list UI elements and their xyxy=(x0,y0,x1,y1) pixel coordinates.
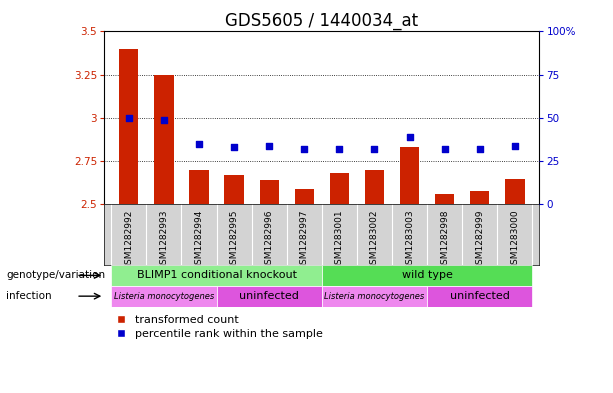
Bar xyxy=(505,178,525,204)
Legend: transformed count, percentile rank within the sample: transformed count, percentile rank withi… xyxy=(110,315,323,338)
Point xyxy=(159,117,169,123)
Bar xyxy=(154,75,173,204)
Text: wild type: wild type xyxy=(402,270,452,280)
Text: GSM1282994: GSM1282994 xyxy=(194,209,204,270)
Text: genotype/variation: genotype/variation xyxy=(6,270,105,280)
Bar xyxy=(365,170,384,204)
Bar xyxy=(322,286,427,307)
Bar xyxy=(400,147,419,204)
Point xyxy=(440,146,449,152)
Point xyxy=(299,146,309,152)
Text: Listeria monocytogenes: Listeria monocytogenes xyxy=(324,292,425,301)
Point xyxy=(405,134,414,140)
Bar xyxy=(295,189,314,204)
Text: GSM1282998: GSM1282998 xyxy=(440,209,449,270)
Bar xyxy=(119,49,139,204)
Bar xyxy=(189,170,208,204)
Text: GSM1283000: GSM1283000 xyxy=(511,209,519,270)
Text: GSM1283001: GSM1283001 xyxy=(335,209,344,270)
Point xyxy=(194,141,204,147)
Text: infection: infection xyxy=(6,291,51,301)
Text: GSM1283002: GSM1283002 xyxy=(370,209,379,270)
Text: GSM1282996: GSM1282996 xyxy=(265,209,273,270)
Point xyxy=(335,146,345,152)
Text: GSM1283003: GSM1283003 xyxy=(405,209,414,270)
Bar xyxy=(330,173,349,204)
Bar xyxy=(216,286,322,307)
Bar xyxy=(259,180,279,204)
Point xyxy=(229,144,239,151)
Text: GSM1282995: GSM1282995 xyxy=(230,209,238,270)
Text: uninfected: uninfected xyxy=(239,291,299,301)
Point xyxy=(370,146,379,152)
Text: Listeria monocytogenes: Listeria monocytogenes xyxy=(114,292,214,301)
Point xyxy=(475,146,485,152)
Point xyxy=(510,143,520,149)
Text: GSM1282992: GSM1282992 xyxy=(124,209,133,270)
Text: GSM1282997: GSM1282997 xyxy=(300,209,309,270)
Title: GDS5605 / 1440034_at: GDS5605 / 1440034_at xyxy=(225,12,419,30)
Text: BLIMP1 conditional knockout: BLIMP1 conditional knockout xyxy=(137,270,297,280)
Text: GSM1282999: GSM1282999 xyxy=(475,209,484,270)
Bar xyxy=(224,175,244,204)
Text: uninfected: uninfected xyxy=(450,291,509,301)
Bar xyxy=(470,191,489,204)
Bar xyxy=(111,286,216,307)
Text: GSM1282993: GSM1282993 xyxy=(159,209,169,270)
Point xyxy=(264,143,274,149)
Bar xyxy=(427,286,533,307)
Point xyxy=(124,115,134,121)
Bar xyxy=(111,265,322,286)
Bar xyxy=(435,194,454,204)
Bar xyxy=(322,265,533,286)
